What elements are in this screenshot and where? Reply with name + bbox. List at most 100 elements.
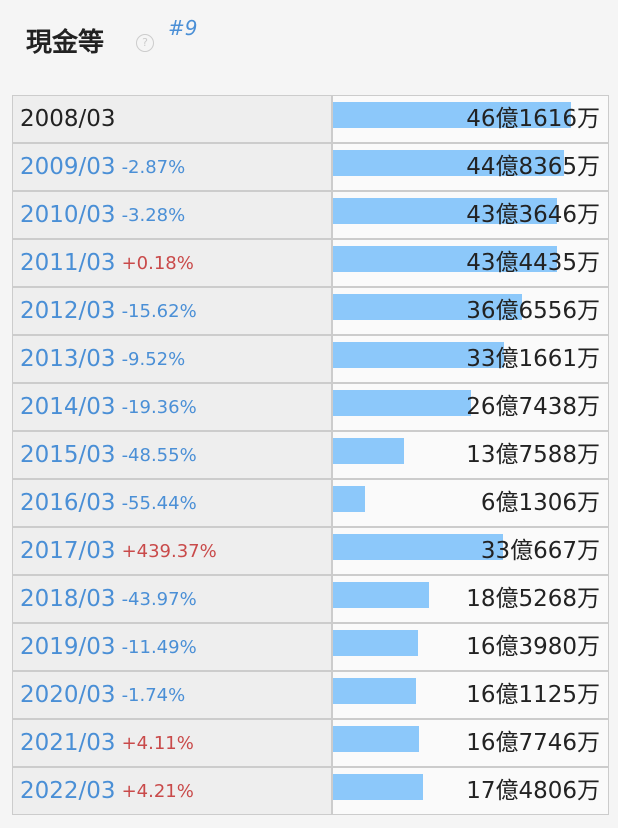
table-row: 2008/03 46億1616万 bbox=[13, 96, 608, 142]
year: 2008/03 bbox=[20, 106, 116, 132]
change: -19.36% bbox=[121, 396, 197, 418]
year-cell: 2008/03 bbox=[13, 96, 331, 142]
value-cell: 33億667万 bbox=[333, 528, 608, 574]
change: +439.37% bbox=[121, 540, 217, 562]
year: 2014/03 bbox=[20, 394, 116, 420]
value-cell: 43億3646万 bbox=[333, 192, 608, 238]
change: -1.74% bbox=[121, 684, 186, 706]
bar bbox=[333, 390, 471, 416]
change: +4.21% bbox=[121, 780, 194, 802]
value-cell: 33億1661万 bbox=[333, 336, 608, 382]
year: 2010/03 bbox=[20, 202, 116, 228]
value-cell: 26億7438万 bbox=[333, 384, 608, 430]
value-label: 43億3646万 bbox=[466, 202, 600, 228]
change: -11.49% bbox=[121, 636, 197, 658]
change: -48.55% bbox=[121, 444, 197, 466]
year: 2013/03 bbox=[20, 346, 116, 372]
table-row: 2022/03 +4.21% 17億4806万 bbox=[13, 768, 608, 814]
year-cell: 2010/03 -3.28% bbox=[13, 192, 331, 238]
value-label: 46億1616万 bbox=[466, 106, 600, 132]
change: -55.44% bbox=[121, 492, 197, 514]
bar bbox=[333, 342, 504, 368]
change: -2.87% bbox=[121, 156, 186, 178]
bar bbox=[333, 774, 424, 800]
value-cell: 36億6556万 bbox=[333, 288, 608, 334]
change: -15.62% bbox=[121, 300, 197, 322]
value-label: 16億3980万 bbox=[466, 634, 600, 660]
table-row: 2010/03 -3.28% 43億3646万 bbox=[13, 192, 608, 238]
table-row: 2020/03 -1.74% 16億1125万 bbox=[13, 672, 608, 718]
year-cell: 2012/03 -15.62% bbox=[13, 288, 331, 334]
year: 2016/03 bbox=[20, 490, 116, 516]
bar bbox=[333, 630, 418, 656]
value-label: 13億7588万 bbox=[466, 442, 600, 468]
year-cell: 2019/03 -11.49% bbox=[13, 624, 331, 670]
table-row: 2014/03 -19.36% 26億7438万 bbox=[13, 384, 608, 430]
table-row: 2015/03 -48.55% 13億7588万 bbox=[13, 432, 608, 478]
value-cell: 16億1125万 bbox=[333, 672, 608, 718]
change: +4.11% bbox=[121, 732, 194, 754]
value-label: 16億1125万 bbox=[466, 682, 600, 708]
value-label: 16億7746万 bbox=[466, 730, 600, 756]
year: 2012/03 bbox=[20, 298, 116, 324]
value-cell: 13億7588万 bbox=[333, 432, 608, 478]
table-row: 2016/03 -55.44% 6億1306万 bbox=[13, 480, 608, 526]
value-cell: 44億8365万 bbox=[333, 144, 608, 190]
year-cell: 2022/03 +4.21% bbox=[13, 768, 331, 814]
change: -43.97% bbox=[121, 588, 197, 610]
value-label: 17億4806万 bbox=[466, 778, 600, 804]
table-row: 2021/03 +4.11% 16億7746万 bbox=[13, 720, 608, 766]
change: -9.52% bbox=[121, 348, 186, 370]
bar bbox=[333, 246, 557, 272]
value-cell: 43億4435万 bbox=[333, 240, 608, 286]
year: 2015/03 bbox=[20, 442, 116, 468]
year: 2011/03 bbox=[20, 250, 116, 276]
year: 2018/03 bbox=[20, 586, 116, 612]
rank[interactable]: #9 bbox=[168, 16, 198, 40]
year-cell: 2018/03 -43.97% bbox=[13, 576, 331, 622]
year-cell: 2015/03 -48.55% bbox=[13, 432, 331, 478]
year-cell: 2017/03 +439.37% bbox=[13, 528, 331, 574]
year-cell: 2013/03 -9.52% bbox=[13, 336, 331, 382]
value-cell: 16億3980万 bbox=[333, 624, 608, 670]
value-label: 26億7438万 bbox=[466, 394, 600, 420]
value-label: 33億1661万 bbox=[466, 346, 600, 372]
value-label: 6億1306万 bbox=[480, 490, 600, 516]
year-cell: 2016/03 -55.44% bbox=[13, 480, 331, 526]
value-label: 44億8365万 bbox=[466, 154, 600, 180]
value-label: 43億4435万 bbox=[466, 250, 600, 276]
title: 現金等 bbox=[26, 28, 105, 58]
value-label: 33億667万 bbox=[480, 538, 600, 564]
table-row: 2018/03 -43.97% 18億5268万 bbox=[13, 576, 608, 622]
year: 2019/03 bbox=[20, 634, 116, 660]
year-cell: 2020/03 -1.74% bbox=[13, 672, 331, 718]
help-icon[interactable]: ? bbox=[136, 34, 154, 52]
year: 2020/03 bbox=[20, 682, 116, 708]
year-cell: 2014/03 -19.36% bbox=[13, 384, 331, 430]
change: -3.28% bbox=[121, 204, 186, 226]
table-row: 2013/03 -9.52% 33億1661万 bbox=[13, 336, 608, 382]
value-label: 18億5268万 bbox=[466, 586, 600, 612]
table-row: 2009/03 -2.87% 44億8365万 bbox=[13, 144, 608, 190]
bar bbox=[333, 438, 404, 464]
table-row: 2011/03 +0.18% 43億4435万 bbox=[13, 240, 608, 286]
table-row: 2019/03 -11.49% 16億3980万 bbox=[13, 624, 608, 670]
table: 2008/03 46億1616万 2009/03 -2.87% 44億8365万 2010… bbox=[12, 95, 609, 815]
value-cell: 17億4806万 bbox=[333, 768, 608, 814]
bar bbox=[333, 150, 565, 176]
bar bbox=[333, 486, 365, 512]
value-cell: 18億5268万 bbox=[333, 576, 608, 622]
year: 2009/03 bbox=[20, 154, 116, 180]
year: 2021/03 bbox=[20, 730, 116, 756]
bar bbox=[333, 582, 429, 608]
change: +0.18% bbox=[121, 252, 194, 274]
bar bbox=[333, 726, 420, 752]
value-label: 36億6556万 bbox=[466, 298, 600, 324]
bar bbox=[333, 534, 504, 560]
value-cell: 6億1306万 bbox=[333, 480, 608, 526]
table-row: 2017/03 +439.37% 33億667万 bbox=[13, 528, 608, 574]
value-cell: 46億1616万 bbox=[333, 96, 608, 142]
bar bbox=[333, 102, 571, 128]
bar bbox=[333, 678, 417, 704]
